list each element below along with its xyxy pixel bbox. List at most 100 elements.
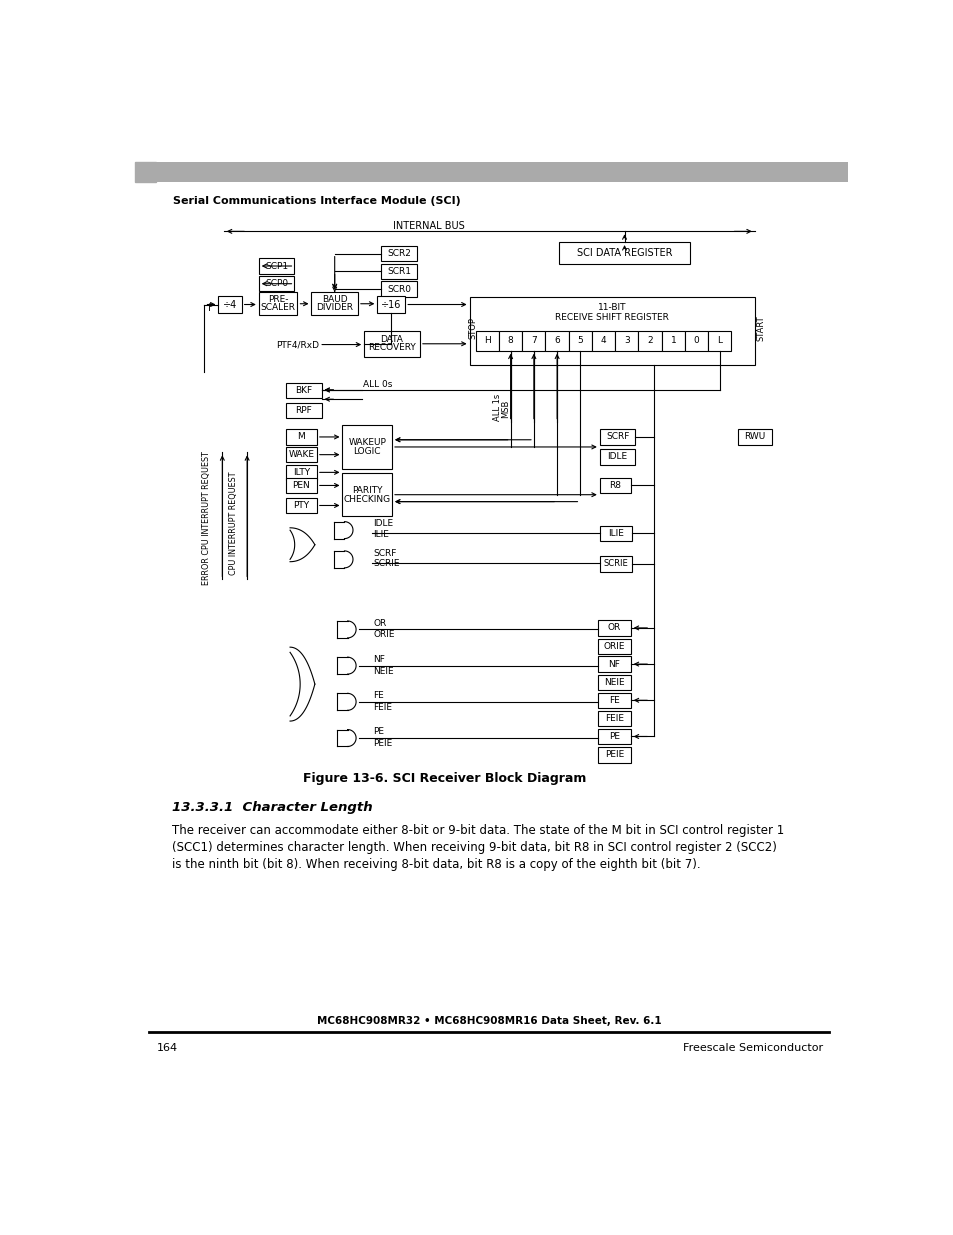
Text: H: H: [483, 336, 490, 346]
Bar: [558, 242, 689, 264]
Text: START: START: [756, 316, 764, 341]
Text: STOP: STOP: [468, 317, 476, 340]
Bar: [381, 282, 416, 296]
Text: ALL 0s: ALL 0s: [363, 380, 393, 389]
Text: CHECKING: CHECKING: [343, 495, 391, 504]
Text: PEIE: PEIE: [604, 751, 623, 760]
Text: ORIE: ORIE: [373, 630, 395, 640]
Text: f: f: [208, 303, 211, 312]
Text: SCRIE: SCRIE: [603, 559, 628, 568]
Bar: [134, 162, 847, 182]
Text: 13.3.3.1  Character Length: 13.3.3.1 Character Length: [172, 800, 373, 814]
Bar: [599, 526, 632, 541]
Text: 3: 3: [623, 336, 629, 346]
Text: NF: NF: [373, 655, 385, 664]
Text: 1: 1: [670, 336, 676, 346]
Text: DIVIDER: DIVIDER: [315, 303, 353, 312]
Bar: [598, 656, 630, 672]
Text: PEN: PEN: [293, 480, 310, 490]
Text: RECEIVE SHIFT REGISTER: RECEIVE SHIFT REGISTER: [555, 314, 668, 322]
Text: ILIE: ILIE: [373, 530, 389, 540]
Bar: [258, 258, 294, 274]
Text: SCI DATA REGISTER: SCI DATA REGISTER: [577, 248, 672, 258]
Bar: [615, 331, 638, 351]
Bar: [598, 638, 630, 655]
Bar: [258, 293, 297, 315]
Bar: [258, 275, 294, 291]
Text: RPF: RPF: [295, 406, 312, 415]
Text: WAKEUP: WAKEUP: [348, 438, 386, 447]
Text: SCP1: SCP1: [265, 262, 288, 270]
Bar: [598, 747, 630, 763]
Text: 11-BIT: 11-BIT: [598, 303, 626, 312]
Text: PRE-: PRE-: [268, 295, 288, 304]
Bar: [286, 478, 316, 493]
Text: FEIE: FEIE: [373, 703, 392, 711]
Text: SCRF: SCRF: [373, 548, 396, 558]
Bar: [286, 383, 321, 399]
Text: FEIE: FEIE: [604, 714, 623, 724]
Text: BKF: BKF: [294, 387, 312, 395]
Bar: [568, 331, 592, 351]
Text: PE: PE: [608, 732, 619, 741]
Bar: [521, 331, 545, 351]
Text: PARITY: PARITY: [352, 485, 382, 494]
Text: SCRIE: SCRIE: [373, 559, 399, 568]
Bar: [342, 473, 392, 516]
Text: SCP0: SCP0: [265, 279, 288, 288]
Bar: [498, 331, 521, 351]
Text: ILIE: ILIE: [607, 529, 623, 537]
Text: ÷16: ÷16: [380, 300, 401, 310]
Bar: [218, 296, 241, 312]
Text: 164: 164: [156, 1042, 177, 1052]
Text: The receiver can accommodate either 8-bit or 9-bit data. The state of the M bit : The receiver can accommodate either 8-bi…: [172, 824, 783, 837]
Text: SCR1: SCR1: [387, 267, 411, 275]
Text: PTY: PTY: [293, 501, 309, 510]
Text: SCALER: SCALER: [260, 303, 295, 312]
Text: Freescale Semiconductor: Freescale Semiconductor: [682, 1042, 822, 1052]
Bar: [599, 556, 632, 572]
Text: PTF4/RxD: PTF4/RxD: [276, 340, 319, 350]
Bar: [469, 296, 754, 364]
Text: Serial Communications Interface Module (SCI): Serial Communications Interface Module (…: [173, 195, 460, 205]
Text: MC68HC908MR32 • MC68HC908MR16 Data Sheet, Rev. 6.1: MC68HC908MR32 • MC68HC908MR16 Data Sheet…: [316, 1015, 660, 1025]
Text: ORIE: ORIE: [603, 642, 624, 651]
Text: INTERNAL BUS: INTERNAL BUS: [393, 221, 465, 231]
Text: SCR0: SCR0: [387, 284, 411, 294]
Text: M: M: [297, 432, 305, 441]
Text: LOGIC: LOGIC: [354, 447, 380, 456]
Bar: [286, 403, 321, 419]
Text: ERROR CPU INTERRUPT REQUEST: ERROR CPU INTERRUPT REQUEST: [201, 451, 211, 584]
Text: WAKE: WAKE: [288, 451, 314, 459]
Text: OR: OR: [373, 619, 386, 627]
Text: IDLE: IDLE: [607, 452, 627, 462]
Text: IDLE: IDLE: [373, 520, 394, 529]
Text: CPU INTERRUPT REQUEST: CPU INTERRUPT REQUEST: [230, 472, 238, 576]
Bar: [476, 331, 498, 351]
Text: RWU: RWU: [743, 432, 764, 441]
Bar: [661, 331, 684, 351]
Bar: [286, 430, 316, 445]
Bar: [377, 296, 405, 312]
Text: OR: OR: [607, 624, 620, 632]
Bar: [381, 246, 416, 262]
Bar: [598, 693, 630, 708]
Text: L: L: [717, 336, 721, 346]
Text: (SCC1) determines character length. When receiving 9-bit data, bit R8 in SCI con: (SCC1) determines character length. When…: [172, 841, 776, 853]
Text: 5: 5: [577, 336, 582, 346]
Text: R8: R8: [609, 480, 620, 490]
Text: FE: FE: [373, 692, 384, 700]
Text: NF: NF: [608, 659, 619, 668]
Text: SCR2: SCR2: [387, 249, 411, 258]
Text: 7: 7: [531, 336, 537, 346]
Bar: [638, 331, 661, 351]
Text: PEIE: PEIE: [373, 739, 393, 748]
Text: ILTY: ILTY: [293, 468, 310, 477]
Text: PE: PE: [373, 727, 384, 736]
Bar: [599, 430, 635, 445]
Bar: [599, 478, 630, 493]
Text: is the ninth bit (bit 8). When receiving 8-bit data, bit R8 is a copy of the eig: is the ninth bit (bit 8). When receiving…: [172, 858, 700, 871]
Text: 4: 4: [600, 336, 606, 346]
Text: MSB: MSB: [501, 399, 510, 417]
Bar: [598, 711, 630, 726]
